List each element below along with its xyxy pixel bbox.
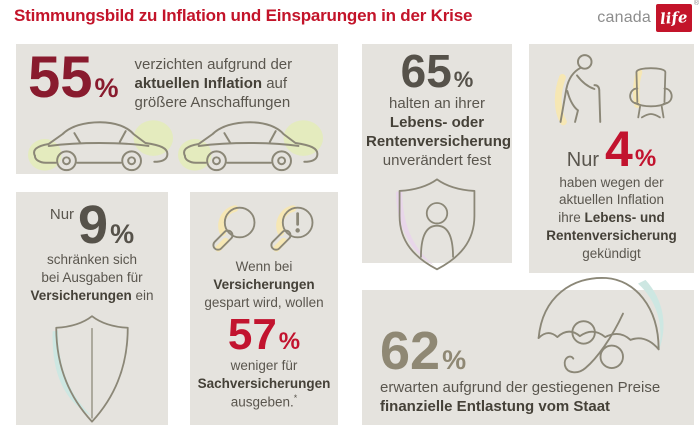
panel-hold-insurance: 65 % halten an ihrer Lebens- oder Renten… [362,44,512,271]
stat-65-label: halten an ihrer Lebens- oder Rentenversi… [366,94,512,169]
shield-icon [52,315,129,423]
armchair-icon [628,67,673,119]
stat-62: 62 % [380,321,467,381]
stat-57-label: weniger für Sachversicherungen ausgeben.… [197,357,331,410]
stat-57-intro: Wenn bei Versicherungen gespart wird, wo… [204,259,324,310]
stat-57: 57 % [227,309,301,359]
panel-purchases: 55 % verzichten aufgrund der aktuellen I… [16,44,338,174]
stat-4-label: haben wegen der aktuellen Inflation ihre… [546,174,677,262]
panel-cut-spending: Nur 9 % schränken sich bei Ausgaben für … [16,192,168,425]
logo-box: life ® [656,0,699,32]
registered-mark: ® [693,0,699,7]
cars-icon [27,119,325,172]
stat-9: Nur 9 % [49,195,135,255]
page-title: Stimmungsbild zu Inflation und Einsparun… [14,6,473,25]
stat-55-label: verzichten aufgrund der aktuellen Inflat… [134,56,293,112]
umbrella-percent-icon [537,277,664,374]
logo-wordmark: canada [597,9,651,26]
panel-state-relief: 62 % erwarten aufgrund der gestiegenen P… [362,277,694,425]
magnifier-alert-icon [270,205,314,252]
canada-life-logo: canada life ® [597,0,699,32]
logo-script: life [659,8,689,28]
footnote-mark: * [293,392,298,403]
panel-cancel-insurance: Nur 4 % haben wegen der aktuellen Inflat… [529,44,694,273]
stat-9-label: schränken sich bei Ausgaben für Versiche… [30,252,154,304]
stat-65: 65 % [400,45,474,97]
stat-4: Nur 4 % [566,121,657,177]
shield-person-icon [396,178,476,271]
magnifier-icon [212,205,256,252]
elderly-person-icon [554,54,601,126]
stat-62-label: erwarten aufgrund der gestiegenen Preise… [380,378,661,415]
stat-55: 55 % [28,45,119,110]
panel-property-insurance: Wenn bei Versicherungen gespart wird, wo… [190,192,338,425]
